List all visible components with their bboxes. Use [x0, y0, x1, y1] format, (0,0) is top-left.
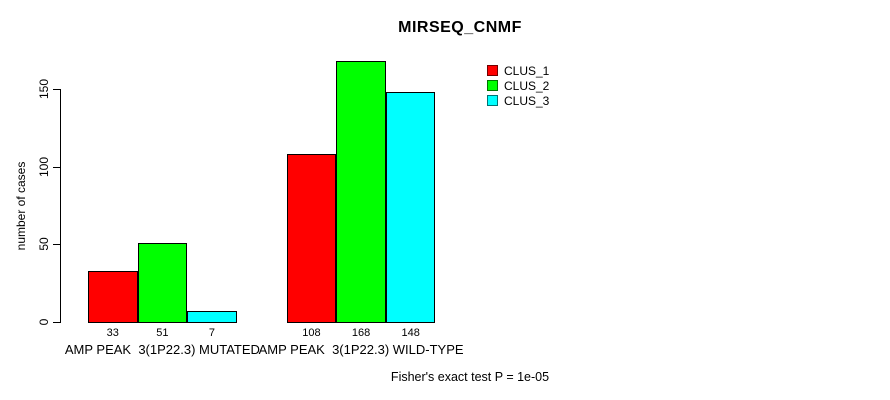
bar-value-label: 108	[302, 327, 321, 339]
legend-label: CLUS_3	[504, 93, 550, 108]
bar-CLUS_3-group1	[187, 311, 237, 323]
legend-swatch-CLUS_2	[487, 80, 498, 91]
bar-CLUS_2-group2	[336, 61, 386, 323]
bar-value-label: 51	[156, 327, 169, 339]
bar-value-label: 168	[351, 327, 371, 339]
y-axis-tick-label: 50	[37, 237, 51, 252]
legend-swatch-CLUS_1	[487, 65, 498, 76]
y-axis-tick-label: 150	[37, 78, 51, 100]
fisher-test-caption: Fisher's exact test P = 1e-05	[390, 370, 550, 384]
legend-item-CLUS_1: CLUS_1	[487, 63, 549, 78]
y-axis-line	[60, 89, 61, 323]
legend-label: CLUS_2	[504, 78, 550, 93]
y-axis-tick	[53, 244, 60, 246]
bar-CLUS_1-group1	[88, 270, 138, 323]
x-axis-group-label: AMP PEAK 3(1P22.3) MUTATED	[64, 342, 260, 357]
y-axis-tick	[53, 166, 60, 168]
bar-value-label: 33	[106, 327, 119, 339]
y-axis-tick	[53, 89, 60, 90]
y-axis-tick-label: 0	[37, 318, 51, 326]
chart-title: MIRSEQ_CNMF	[398, 19, 522, 36]
legend-swatch-CLUS_3	[487, 95, 498, 106]
legend: CLUS_1 CLUS_2 CLUS_3	[487, 63, 549, 108]
legend-item-CLUS_3: CLUS_3	[487, 93, 549, 108]
bar-CLUS_3-group2	[385, 92, 436, 323]
legend-label: CLUS_1	[504, 63, 550, 78]
bar-value-label: 7	[208, 327, 216, 339]
legend-item-CLUS_2: CLUS_2	[487, 78, 549, 93]
y-axis-tick	[53, 322, 60, 323]
y-axis-tick-label: 100	[37, 156, 51, 177]
x-axis-group-label: AMP PEAK 3(1P22.3) WILD-TYPE	[258, 342, 464, 357]
bar-CLUS_1-group2	[286, 154, 337, 323]
bar-value-label: 148	[401, 327, 420, 339]
bar-CLUS_2-group1	[137, 242, 188, 323]
